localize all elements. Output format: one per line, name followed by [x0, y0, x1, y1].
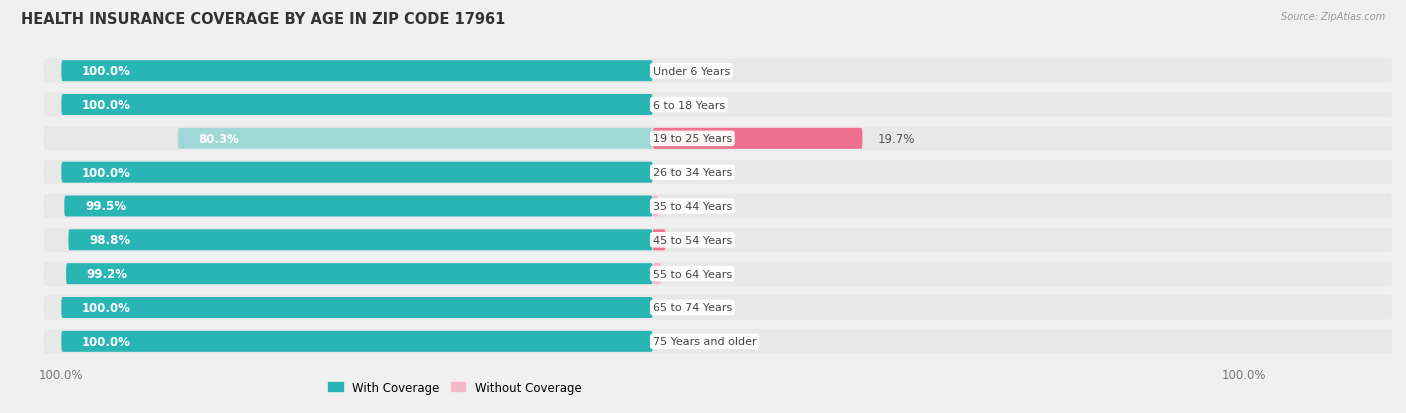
Text: Source: ZipAtlas.com: Source: ZipAtlas.com	[1281, 12, 1385, 22]
Text: 45 to 54 Years: 45 to 54 Years	[652, 235, 733, 245]
Text: 55 to 64 Years: 55 to 64 Years	[652, 269, 733, 279]
FancyBboxPatch shape	[179, 128, 652, 150]
FancyBboxPatch shape	[652, 196, 658, 217]
FancyBboxPatch shape	[44, 296, 1392, 320]
Text: 1.2%: 1.2%	[681, 234, 710, 247]
Text: 100.0%: 100.0%	[1222, 368, 1267, 382]
FancyBboxPatch shape	[44, 127, 1392, 151]
Text: 99.5%: 99.5%	[84, 200, 127, 213]
FancyBboxPatch shape	[44, 195, 1392, 218]
Text: 98.8%: 98.8%	[89, 234, 131, 247]
FancyBboxPatch shape	[62, 162, 652, 183]
FancyBboxPatch shape	[652, 263, 661, 285]
Text: 100.0%: 100.0%	[39, 368, 83, 382]
Text: 19 to 25 Years: 19 to 25 Years	[652, 134, 733, 144]
FancyBboxPatch shape	[652, 128, 862, 150]
Text: 19.7%: 19.7%	[877, 133, 914, 145]
Text: 26 to 34 Years: 26 to 34 Years	[652, 168, 733, 178]
Text: 0.81%: 0.81%	[676, 268, 713, 280]
Text: 0.0%: 0.0%	[668, 65, 697, 78]
Text: 99.2%: 99.2%	[87, 268, 128, 280]
FancyBboxPatch shape	[44, 93, 1392, 117]
Text: 6 to 18 Years: 6 to 18 Years	[652, 100, 725, 110]
FancyBboxPatch shape	[62, 61, 652, 82]
Text: Under 6 Years: Under 6 Years	[652, 66, 730, 76]
FancyBboxPatch shape	[44, 329, 1392, 354]
Text: HEALTH INSURANCE COVERAGE BY AGE IN ZIP CODE 17961: HEALTH INSURANCE COVERAGE BY AGE IN ZIP …	[21, 12, 506, 27]
Text: 0.51%: 0.51%	[673, 200, 710, 213]
FancyBboxPatch shape	[62, 297, 652, 318]
Text: 100.0%: 100.0%	[82, 99, 131, 112]
FancyBboxPatch shape	[652, 230, 665, 251]
Text: 0.0%: 0.0%	[668, 166, 697, 179]
Text: 100.0%: 100.0%	[82, 301, 131, 314]
Text: 0.0%: 0.0%	[668, 335, 697, 348]
FancyBboxPatch shape	[69, 230, 652, 251]
Text: 0.0%: 0.0%	[668, 99, 697, 112]
Text: 35 to 44 Years: 35 to 44 Years	[652, 202, 733, 211]
Text: 100.0%: 100.0%	[82, 166, 131, 179]
FancyBboxPatch shape	[62, 95, 652, 116]
Legend: With Coverage, Without Coverage: With Coverage, Without Coverage	[323, 376, 586, 399]
FancyBboxPatch shape	[66, 263, 652, 285]
FancyBboxPatch shape	[44, 59, 1392, 84]
FancyBboxPatch shape	[65, 196, 652, 217]
Text: 65 to 74 Years: 65 to 74 Years	[652, 303, 733, 313]
FancyBboxPatch shape	[44, 161, 1392, 185]
FancyBboxPatch shape	[44, 228, 1392, 252]
Text: 80.3%: 80.3%	[198, 133, 239, 145]
Text: 100.0%: 100.0%	[82, 65, 131, 78]
FancyBboxPatch shape	[44, 262, 1392, 286]
Text: 75 Years and older: 75 Years and older	[652, 337, 756, 347]
Text: 100.0%: 100.0%	[82, 335, 131, 348]
Text: 0.0%: 0.0%	[668, 301, 697, 314]
FancyBboxPatch shape	[62, 331, 652, 352]
